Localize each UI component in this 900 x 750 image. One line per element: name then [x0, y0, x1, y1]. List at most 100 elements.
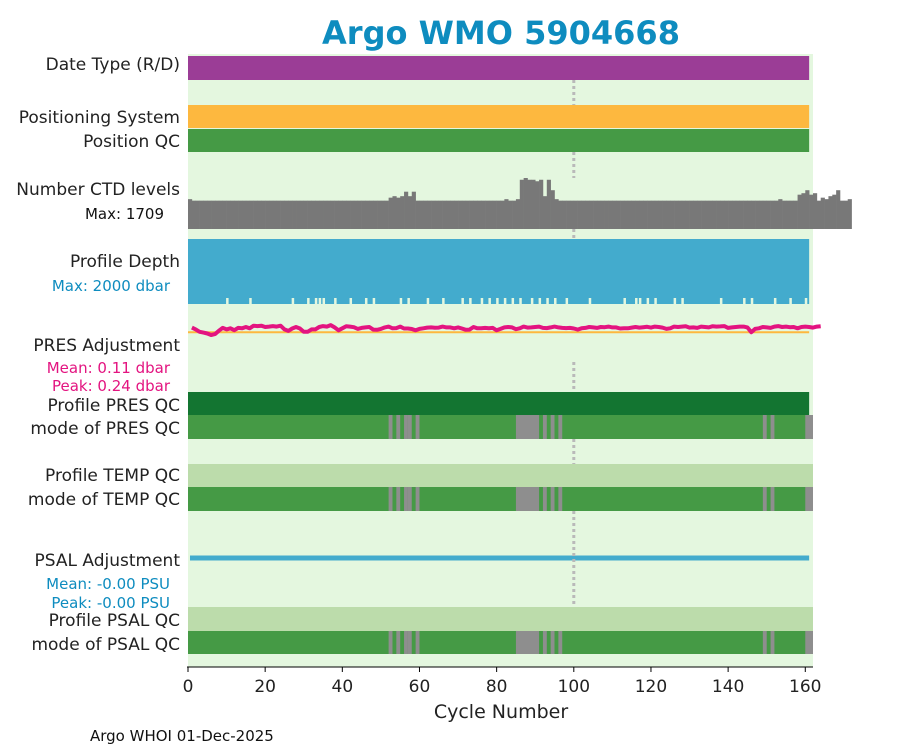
ctd-bar-48: [369, 200, 374, 229]
ctd-bar-160: [801, 193, 806, 229]
ctd-bar-21: [265, 200, 270, 229]
ctd-bar-19: [257, 200, 262, 229]
qc-gray-mode-psal-qc-10: [770, 631, 775, 654]
qc-gray-mode-psal-qc-2: [404, 631, 408, 654]
data-marks: [188, 178, 852, 561]
depth-gap-15: [461, 298, 464, 304]
band-positioning-system: [188, 105, 810, 128]
band-mode-pres-qc: [188, 415, 810, 439]
qc-gray-mode-temp-qc-6: [542, 487, 547, 511]
ctd-bar-164: [816, 200, 822, 229]
ctd-bar-64: [431, 200, 436, 229]
ctd-bar-168: [832, 194, 837, 229]
band-mode-temp-qc: [188, 487, 810, 511]
label-mode-pres-qc: mode of PRES QC: [30, 419, 180, 439]
ctd-bar-4: [199, 200, 204, 229]
ctd-bar-5: [203, 200, 208, 229]
ctd-bar-169: [836, 190, 841, 229]
qc-gray-mode-temp-qc-5: [515, 487, 540, 511]
qc-gray-mode-temp-qc-10: [770, 487, 775, 511]
psal-mean-text: Mean: -0.00 PSU: [46, 575, 170, 593]
ctd-bar-96: [554, 199, 559, 229]
ctd-bar-144: [739, 200, 744, 229]
qc-gray-mode-psal-qc-4: [415, 631, 420, 654]
ctd-bar-120: [647, 200, 652, 229]
qc-gray-mode-temp-qc-4: [415, 487, 420, 511]
ctd-bar-147: [751, 200, 756, 229]
ctd-bar-145: [743, 200, 748, 229]
ctd-bar-142: [731, 200, 737, 229]
ctd-bar-63: [427, 200, 432, 229]
ctd-bar-103: [581, 200, 586, 229]
ctd-bar-115: [627, 200, 632, 229]
ctd-bar-47: [365, 200, 370, 229]
depth-gap-4: [314, 298, 318, 304]
ctd-bar-72: [461, 200, 467, 229]
ctd-max-text: Max: 1709: [85, 205, 164, 223]
ctd-bar-143: [735, 200, 740, 229]
ctd-bar-100: [569, 200, 575, 229]
depth-gap-6: [322, 298, 326, 304]
ctd-bar-138: [716, 200, 721, 229]
x-axis-ticks: 0 20 40 60 80 100 120 140 160: [183, 667, 822, 697]
label-date-type: Date Type (R/D): [46, 55, 180, 75]
ctd-bar-1: [188, 199, 193, 229]
qc-gray-mode-pres-qc-3: [407, 415, 412, 439]
qc-gray-mode-pres-qc-7: [550, 415, 555, 439]
depth-gap-25: [546, 298, 549, 304]
qc-gray-mode-psal-qc-6: [542, 631, 547, 654]
ctd-bar-165: [820, 197, 825, 229]
ctd-bar-128: [677, 200, 683, 229]
depth-gap-40: [789, 298, 792, 304]
depth-gap-17: [480, 298, 484, 304]
ctd-bar-14: [238, 200, 243, 229]
pres-peak-text: Peak: 0.24 dbar: [52, 377, 171, 395]
ctd-bar-9: [218, 200, 224, 229]
qc-gray-mode-temp-qc-7: [550, 487, 555, 511]
ctd-bar-2: [191, 200, 197, 229]
qc-gray-mode-psal-qc-0: [388, 631, 393, 654]
ctd-bar-104: [585, 200, 590, 229]
x-tick-label-160: 160: [789, 677, 821, 697]
ctd-bar-12: [230, 200, 235, 229]
ctd-bar-16: [245, 200, 251, 229]
ctd-bar-76: [477, 200, 482, 229]
ctd-bar-61: [419, 200, 424, 229]
ctd-bar-146: [747, 200, 752, 229]
ctd-bar-62: [423, 200, 428, 229]
ctd-bar-132: [693, 200, 698, 229]
ctd-bar-136: [708, 200, 713, 229]
ctd-bar-54: [392, 196, 397, 229]
qc-gray-mode-psal-qc-9: [762, 631, 767, 654]
ctd-bar-92: [539, 179, 544, 229]
ctd-bar-137: [712, 200, 717, 229]
ctd-bar-52: [384, 200, 389, 229]
ctd-bar-11: [226, 200, 231, 229]
ctd-bar-149: [758, 200, 764, 229]
ctd-bar-35: [319, 200, 324, 229]
label-profile-temp-qc: Profile TEMP QC: [45, 466, 180, 486]
depth-gap-41: [804, 298, 808, 304]
ctd-bar-51: [380, 200, 386, 229]
status-bands: [188, 56, 813, 654]
ctd-bar-155: [782, 200, 787, 229]
ctd-bar-22: [269, 200, 274, 229]
ctd-bar-71: [458, 200, 463, 229]
ctd-bar-127: [674, 200, 679, 229]
ctd-bar-131: [689, 200, 694, 229]
depth-gap-38: [750, 298, 754, 304]
qc-gray-mode-pres-qc-9: [762, 415, 767, 439]
depth-max-text: Max: 2000 dbar: [52, 277, 171, 295]
ctd-bar-88: [523, 178, 528, 229]
ctd-bar-83: [504, 199, 509, 229]
ctd-bar-129: [681, 200, 686, 229]
ctd-bar-86: [515, 199, 521, 229]
ctd-bar-153: [774, 200, 779, 229]
ctd-bar-140: [724, 200, 729, 229]
ctd-bar-158: [793, 200, 798, 229]
depth-gap-0: [226, 298, 229, 304]
ctd-bar-57: [404, 191, 409, 229]
ctd-bar-162: [809, 194, 814, 229]
depth-gap-24: [538, 298, 542, 304]
